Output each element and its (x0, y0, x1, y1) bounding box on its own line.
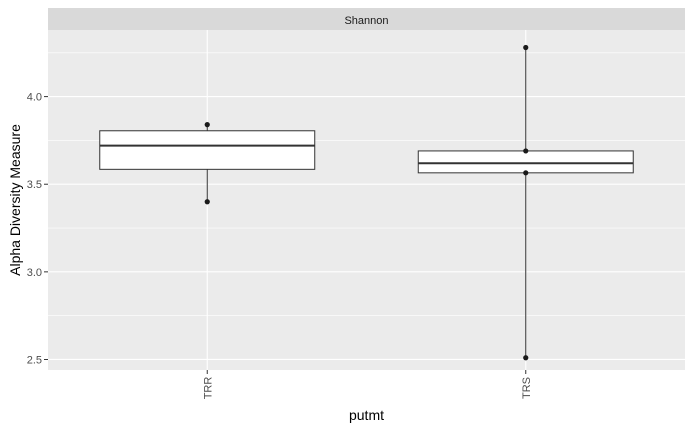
data-point (204, 122, 210, 128)
y-tick-label: 2.5 (27, 354, 42, 366)
box-iqr (417, 150, 634, 174)
x-tick-label: TRS (521, 377, 533, 399)
boxes (99, 44, 634, 361)
box-trs (417, 44, 634, 361)
y-axis-title: Alpha Diversity Measure (7, 124, 23, 276)
data-point (523, 44, 529, 51)
y-axis: 2.5 3.0 3.5 4.0 (27, 92, 48, 366)
data-point (523, 148, 529, 154)
plot-panel (48, 30, 685, 370)
y-tick-label: 4.0 (27, 92, 42, 104)
strip-label: Shannon (344, 15, 388, 27)
data-point (523, 355, 529, 361)
x-axis-title: putmt (349, 407, 384, 423)
data-point (204, 199, 210, 205)
box-trr (99, 122, 316, 205)
box-iqr (99, 130, 316, 170)
y-tick-label: 3.0 (27, 267, 42, 279)
strip-background (48, 8, 685, 30)
y-tick-label: 3.5 (27, 179, 42, 191)
x-axis: TRR TRS (202, 370, 533, 399)
x-tick-label: TRR (202, 377, 214, 400)
data-point (523, 170, 529, 176)
